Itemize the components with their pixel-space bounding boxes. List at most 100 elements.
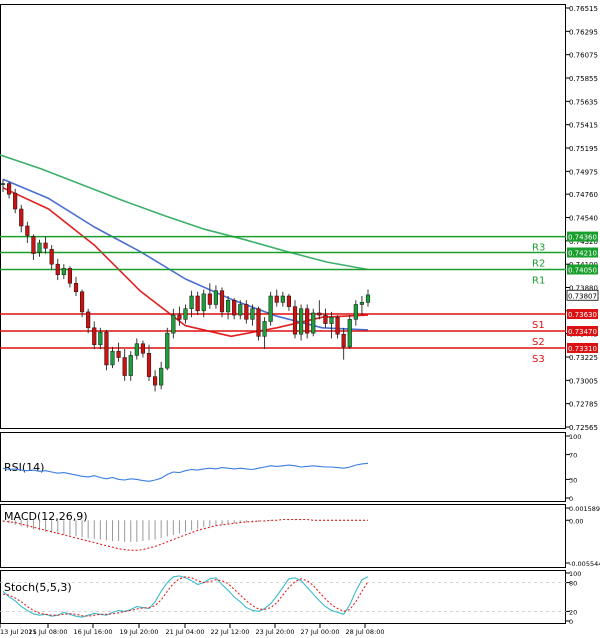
candle-body (153, 376, 158, 386)
price-tick-label: 0.74320 (569, 238, 598, 246)
candle-body (365, 294, 371, 303)
rsi-tick-label: 30 (569, 476, 577, 484)
stoch-y-axis: 100 80 20 0 (0, 570, 581, 626)
level-price-label: 0.74050 (568, 266, 597, 274)
price-tick-label: 0.72565 (569, 424, 598, 432)
price-tick-label: 0.75195 (569, 145, 598, 153)
candle-body (0, 183, 6, 185)
time-tick-label: 21 Jul 04:00 (166, 628, 205, 636)
level-price-tag (567, 342, 598, 353)
price-tick-label: 0.76295 (569, 28, 598, 36)
macd-signal-line (2, 518, 368, 551)
candle-body (359, 302, 364, 305)
stoch-tick-label: 20 (569, 608, 577, 616)
candle-body (13, 192, 18, 210)
level-name-r2: R2 (532, 259, 545, 270)
candlesticks (0, 179, 371, 392)
candle-body (292, 306, 298, 335)
candle-body (67, 268, 72, 284)
price-tick-label: 0.76075 (569, 52, 598, 60)
level-price-tag (567, 247, 598, 258)
candle-body (43, 242, 48, 249)
macd-y-axis: 0.001589 0.00 -0.005544 (566, 505, 600, 568)
candle-body (37, 242, 42, 253)
rsi-tick-label: 0 (569, 495, 573, 503)
level-name-s3: S3 (532, 354, 545, 365)
candle-body (31, 236, 36, 254)
macd-panel: MACD(12,26,9) 0.001589 0.00 -0.005544 (0, 504, 600, 568)
stoch-tick-label: 100 (569, 570, 581, 578)
level-price-tag (567, 264, 598, 275)
price-tick-label: 0.74760 (569, 191, 598, 199)
candle-body (311, 312, 316, 334)
macd-panel-frame (0, 504, 566, 568)
macd-tick-label: 0.00 (569, 517, 583, 525)
stoch-signal-line (2, 576, 369, 617)
candle-body (250, 308, 255, 320)
candle-body (183, 308, 188, 320)
price-tick-label: 0.76515 (569, 5, 598, 13)
level-name-s2: S2 (532, 337, 545, 348)
candle-body (317, 312, 322, 316)
rsi-title: RSI(14) (4, 461, 44, 474)
candle-body (122, 357, 127, 376)
candle-body (98, 331, 103, 346)
candle-body (110, 350, 115, 366)
stoch-tick-label: 80 (569, 580, 577, 588)
level-price-tag (567, 326, 598, 337)
candle-body (335, 316, 340, 335)
level-name-r3: R3 (532, 243, 545, 254)
time-tick-label: 16 Jul 16:00 (74, 628, 113, 636)
stoch-tick-label: 0 (569, 618, 573, 626)
time-tick-label: 22 Jul 12:00 (211, 628, 250, 636)
candle-body (299, 308, 304, 335)
level-price-label: 0.74360 (568, 234, 597, 242)
candle-body (61, 268, 66, 276)
candle-body (268, 295, 273, 322)
candle-body (159, 367, 164, 386)
candle-body (104, 331, 109, 366)
candle-body (140, 343, 145, 354)
price-tick-label: 0.73225 (569, 354, 598, 362)
candle-body (244, 304, 249, 320)
time-tick-label: 15 Jul 08:00 (29, 628, 68, 636)
candle-body (80, 291, 85, 313)
candle-body (92, 327, 97, 346)
candle-body (146, 353, 152, 377)
candle-body (86, 311, 91, 329)
level-name-s1: S1 (532, 320, 545, 331)
candle-body (341, 333, 346, 348)
level-price-label: 0.74210 (568, 250, 597, 258)
level-price-label: 0.73630 (568, 311, 597, 319)
candle-body (177, 314, 182, 320)
price-tick-label: 0.74975 (569, 168, 598, 176)
price-panel-frame (0, 4, 566, 429)
price-tick-label: 0.72785 (569, 401, 598, 409)
stoch-series (2, 575, 369, 618)
candle-body (49, 249, 54, 265)
candle-body (73, 283, 79, 293)
candle-body (134, 343, 139, 356)
time-tick-label: 28 Jul 08:00 (346, 628, 385, 636)
candle-body (116, 350, 121, 358)
candle-body (226, 299, 231, 313)
candle-body (25, 225, 30, 236)
rsi-series (2, 462, 369, 482)
price-panel: 0.76515 0.76295 0.76075 0.75855 0.75635 0.754… (0, 4, 599, 432)
level-price-label: 0.73310 (568, 345, 597, 353)
candle-body (286, 295, 291, 307)
time-tick-label: 19 Jul 20:00 (120, 628, 159, 636)
rsi-panel: RSI(14) 100 70 30 0 (0, 432, 581, 503)
level-price-tag (567, 309, 598, 320)
price-tick-label: 0.75635 (569, 98, 598, 106)
rsi-tick-label: 100 (569, 433, 581, 441)
candle-body (55, 263, 60, 276)
candle-body (329, 316, 334, 324)
macd-tick-label: -0.005544 (569, 560, 600, 568)
current-price-label: 0.73807 (568, 292, 597, 300)
stoch-panel: Stoch(5,5,3) 100 80 20 0 (0, 570, 581, 626)
price-tick-label: 0.74540 (569, 215, 598, 223)
macd-tick-label: 0.001589 (569, 505, 600, 513)
level-name-r1: R1 (532, 275, 545, 286)
